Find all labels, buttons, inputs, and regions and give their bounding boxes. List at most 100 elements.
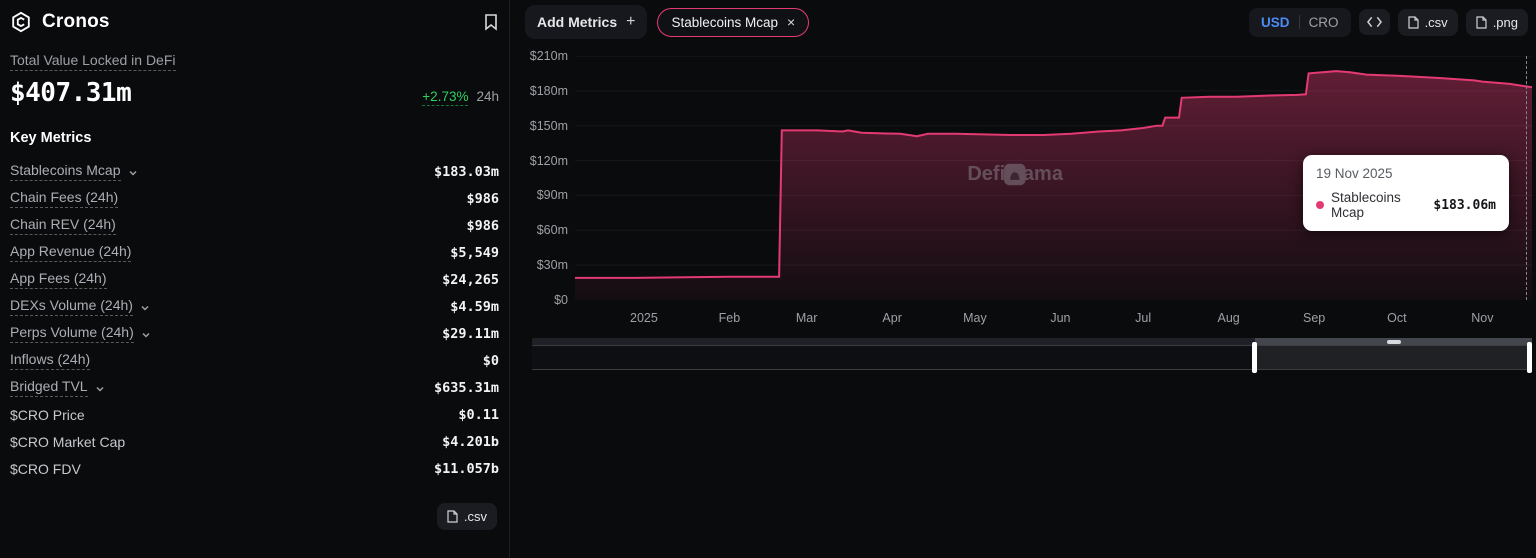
defillama-watermark: DefiLlama (967, 163, 1063, 186)
add-metrics-label: Add Metrics (537, 14, 618, 30)
zoom-slider-track[interactable] (532, 342, 1532, 373)
metric-value: $4.59m (450, 298, 499, 315)
y-axis-label: $30m (536, 258, 568, 273)
y-axis-label: $210m (529, 49, 568, 63)
metric-value: $0 (482, 352, 499, 369)
metric-row[interactable]: Chain REV (24h) $986 (10, 212, 499, 239)
x-axis-label: Feb (718, 311, 741, 325)
sidebar-csv-button[interactable]: .csv (436, 503, 497, 530)
close-icon[interactable]: × (787, 14, 796, 30)
x-axis-label: Jun (1050, 311, 1071, 325)
metric-label: Inflows (24h) (10, 351, 91, 370)
x-axis-label: Oct (1387, 311, 1407, 325)
chart-tooltip: 19 Nov 2025 Stablecoins Mcap $183.06m (1303, 155, 1509, 231)
x-axis-label: Mar (795, 311, 818, 325)
series-line (575, 70, 1532, 279)
slider-handle-left[interactable] (1252, 342, 1257, 373)
chart-area[interactable]: $0 $30m $60m $90m $120m $150m $180m $210m (510, 44, 1536, 330)
y-axis-label: $60m (536, 223, 568, 238)
metrics-list: Stablecoins Mcap $183.03m Chain Fees (24… (10, 158, 499, 482)
image-icon (1476, 15, 1487, 29)
defillama-logo-icon (1004, 164, 1026, 186)
metric-row[interactable]: Perps Volume (24h) $29.11m (10, 320, 499, 347)
zoom-slider-window[interactable] (1255, 346, 1532, 369)
tooltip-series-name: Stablecoins Mcap (1331, 190, 1401, 220)
chart-toolbar: Add Metrics + Stablecoins Mcap × USD CRO (510, 0, 1536, 44)
zoom-slider[interactable] (532, 338, 1532, 373)
chevron-down-icon (141, 305, 149, 311)
selected-metric-label: Stablecoins Mcap (671, 14, 779, 30)
metric-row[interactable]: Bridged TVL $635.31m (10, 374, 499, 401)
tvl-label: Total Value Locked in DeFi (10, 52, 176, 71)
metric-label: Chain Fees (24h) (10, 189, 119, 208)
metric-row[interactable]: Stablecoins Mcap $183.03m (10, 158, 499, 185)
tooltip-date: 19 Nov 2025 (1316, 166, 1393, 181)
csv-label: .csv (1424, 14, 1448, 30)
metric-value: $986 (466, 217, 499, 234)
bookmark-icon[interactable] (483, 13, 499, 31)
metric-row[interactable]: DEXs Volume (24h) $4.59m (10, 293, 499, 320)
series-dot-icon (1316, 201, 1324, 209)
embed-button[interactable] (1358, 9, 1390, 35)
zoom-slider-minitrack[interactable] (532, 338, 1532, 345)
zoom-slider-grip-icon[interactable] (1386, 339, 1401, 344)
y-axis-label: $120m (529, 153, 568, 168)
metric-label: $CRO FDV (10, 460, 81, 477)
png-button[interactable]: .png (1465, 8, 1528, 36)
add-metrics-button[interactable]: Add Metrics + (525, 5, 648, 39)
currency-usd-button[interactable]: USD (1252, 12, 1299, 33)
metric-value: $0.11 (458, 406, 499, 423)
x-axis-label: Nov (1471, 311, 1494, 325)
area-fill (575, 71, 1532, 300)
metric-label: Perps Volume (24h) (10, 324, 134, 343)
cronos-logo-icon (10, 11, 32, 33)
chevron-down-icon (142, 332, 150, 338)
zoom-slider-selected-top[interactable] (1255, 338, 1532, 345)
sidebar-header: Cronos (10, 0, 499, 44)
currency-divider (1298, 15, 1300, 29)
metric-row[interactable]: $CRO FDV $11.057b (10, 455, 499, 482)
slider-handle-right[interactable] (1527, 342, 1532, 373)
key-metrics-title: Key Metrics (10, 130, 92, 146)
sidebar: Cronos Total Value Locked in DeFi $407.3… (0, 0, 510, 558)
metric-row[interactable]: Inflows (24h) $0 (10, 347, 499, 374)
png-label: .png (1492, 14, 1518, 30)
metric-row[interactable]: $CRO Price $0.11 (10, 401, 499, 428)
metric-row[interactable]: $CRO Market Cap $4.201b (10, 428, 499, 455)
metric-value: $183.03m (433, 163, 499, 180)
file-icon (447, 510, 458, 523)
x-axis-label: Jul (1135, 311, 1152, 325)
selected-metric-pill[interactable]: Stablecoins Mcap × (657, 7, 810, 37)
currency-toggle: USD CRO (1249, 7, 1351, 37)
metric-row[interactable]: App Fees (24h) $24,265 (10, 266, 499, 293)
metric-value: $5,549 (450, 244, 499, 261)
metric-label: App Revenue (24h) (10, 243, 132, 262)
csv-button[interactable]: .csv (1397, 8, 1458, 36)
file-icon (1407, 15, 1419, 29)
metric-label: Bridged TVL (10, 378, 88, 397)
crosshair-line (1526, 56, 1527, 300)
currency-cro-button[interactable]: CRO (1300, 12, 1348, 33)
toolbar-right-group: USD CRO (1249, 7, 1528, 37)
metric-row[interactable]: App Revenue (24h) $5,549 (10, 239, 499, 266)
metric-value: $24,265 (442, 271, 499, 288)
y-axis-label: $150m (529, 118, 568, 133)
x-axis-label: Sep (1302, 311, 1326, 325)
tvl-row: $407.31m +2.73% 24h (10, 78, 499, 108)
metric-label: $CRO Price (10, 406, 85, 423)
page-title: Cronos (42, 11, 110, 32)
tvl-change-badge: +2.73% (422, 89, 469, 106)
chevron-down-icon (128, 170, 137, 176)
metric-value: $635.31m (433, 379, 499, 396)
metric-value: $986 (466, 190, 499, 207)
metric-value: $29.11m (442, 325, 499, 342)
y-axis-labels: $0 $30m $60m $90m $120m $150m $180m $210m (510, 44, 568, 330)
watermark-label: DefiLlama (967, 163, 1063, 186)
metric-row[interactable]: Chain Fees (24h) $986 (10, 185, 499, 212)
plus-icon: + (626, 13, 636, 30)
chevron-down-icon (96, 386, 104, 392)
plot-region[interactable]: DefiLlama 19 Nov 2025 Stablecoins Mcap $… (575, 56, 1532, 300)
embed-code-icon (1366, 16, 1382, 28)
metric-value: $11.057b (433, 460, 499, 477)
